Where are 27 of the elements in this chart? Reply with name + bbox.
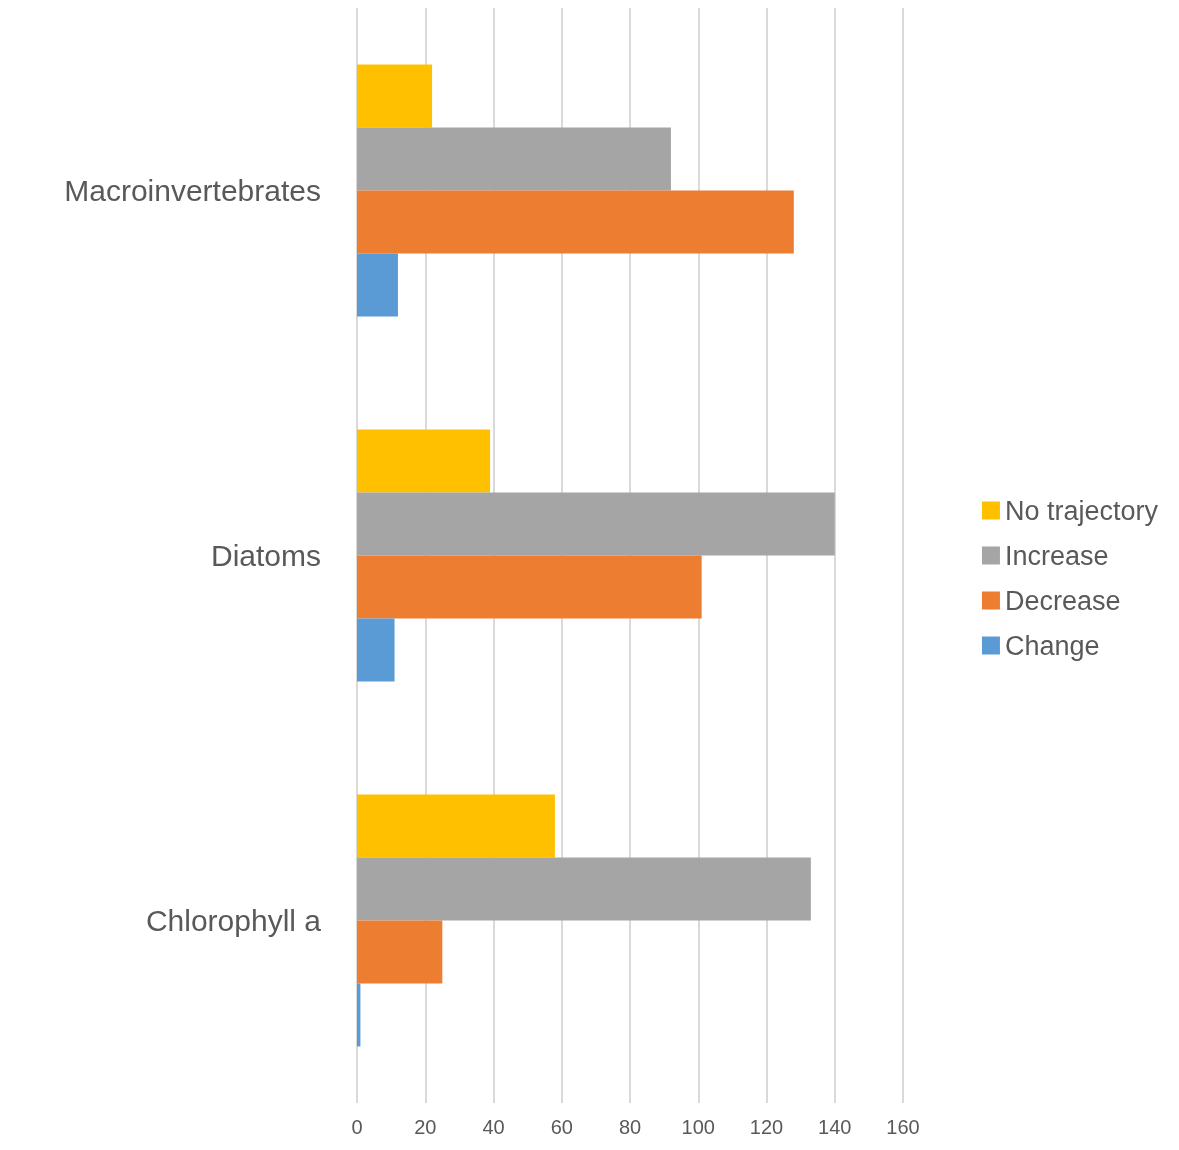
x-tick-label: 160 (886, 1116, 920, 1138)
bar (357, 920, 443, 984)
x-tick-label: 120 (749, 1116, 784, 1138)
bar (357, 857, 811, 921)
x-tick-label: 100 (681, 1116, 715, 1138)
x-tick-label: 40 (482, 1116, 505, 1138)
x-tick-label: 20 (414, 1116, 437, 1138)
bar (357, 794, 555, 858)
bar (357, 555, 702, 619)
y-tick-label: Diatoms (210, 539, 321, 572)
x-tick-label: 60 (550, 1116, 573, 1138)
x-tick-label: 80 (618, 1116, 642, 1138)
bar (357, 492, 835, 556)
legend-label: Decrease (1004, 585, 1121, 616)
x-tick-label: 140 (818, 1116, 852, 1138)
bar (357, 64, 433, 128)
legend-label: Change (1004, 630, 1100, 661)
legend-label: No trajectory (1004, 495, 1159, 526)
bar (357, 127, 671, 191)
bar (357, 190, 794, 254)
x-tick-label: 0 (351, 1116, 363, 1138)
y-tick-label: Macroinvertebrates (64, 174, 321, 207)
legend-label: Increase (1004, 540, 1109, 571)
y-tick-label: Chlorophyll a (145, 904, 322, 937)
bar (357, 429, 491, 493)
bar (357, 253, 398, 317)
bar (357, 618, 395, 682)
